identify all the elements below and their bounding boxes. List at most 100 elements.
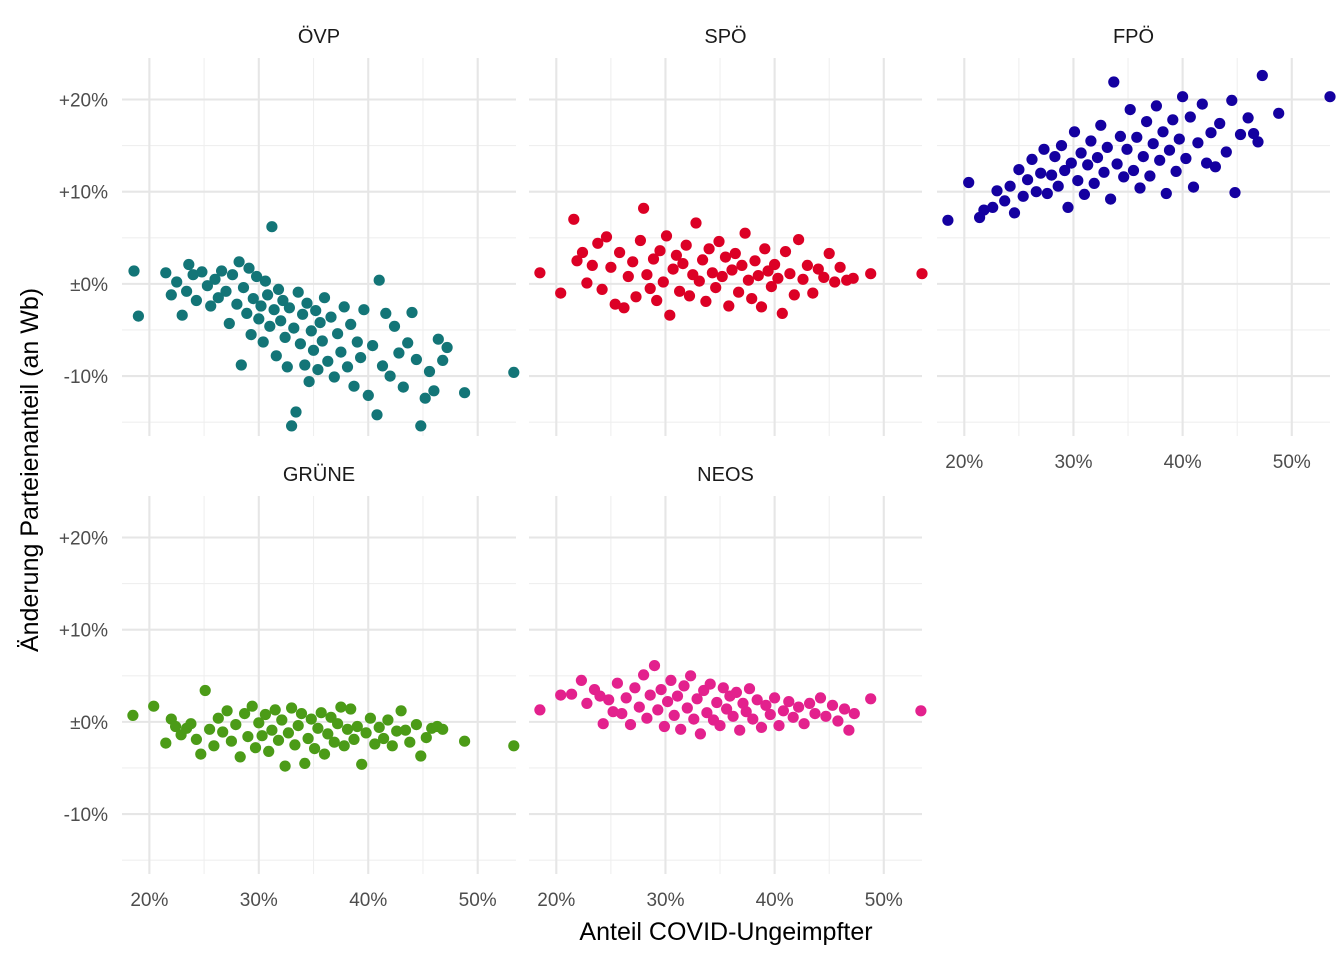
data-point xyxy=(315,707,327,719)
data-point xyxy=(1214,117,1226,130)
data-point xyxy=(747,713,759,725)
data-point xyxy=(987,201,999,213)
data-point xyxy=(793,701,805,713)
data-point xyxy=(245,329,257,341)
data-point xyxy=(769,258,781,271)
x-tick-label: 20% xyxy=(537,890,575,911)
data-point xyxy=(798,718,810,730)
data-point xyxy=(832,715,844,727)
data-point xyxy=(703,243,715,255)
data-point xyxy=(266,724,278,736)
data-point xyxy=(638,669,650,681)
data-point xyxy=(160,267,172,279)
data-point xyxy=(328,736,340,748)
y-tick-label: +10% xyxy=(59,621,108,642)
data-point xyxy=(292,286,304,298)
data-point xyxy=(743,683,756,695)
data-point xyxy=(307,344,320,356)
panel-spö: SPÖ xyxy=(529,26,928,436)
data-point xyxy=(678,680,690,692)
data-point xyxy=(1196,98,1208,110)
data-point xyxy=(309,743,321,755)
data-point xyxy=(733,286,745,298)
data-point xyxy=(655,684,667,696)
data-point xyxy=(290,406,302,418)
data-point xyxy=(382,714,394,726)
data-point xyxy=(603,694,615,706)
data-point xyxy=(187,269,199,281)
data-point xyxy=(769,692,781,704)
data-point xyxy=(302,732,314,745)
data-point xyxy=(668,709,680,722)
data-point xyxy=(759,243,771,255)
data-point xyxy=(294,338,306,350)
data-point xyxy=(348,380,360,392)
data-point xyxy=(704,678,716,690)
data-point xyxy=(1226,94,1238,106)
data-point xyxy=(255,300,267,312)
data-point xyxy=(1075,147,1087,159)
data-point xyxy=(793,234,805,246)
data-point xyxy=(322,355,334,367)
data-point xyxy=(237,282,250,294)
data-point xyxy=(652,704,664,716)
data-point xyxy=(282,727,294,739)
data-point xyxy=(773,720,785,732)
data-point xyxy=(723,300,735,312)
y-tick-label: +20% xyxy=(59,528,108,549)
data-point xyxy=(297,308,309,320)
data-point xyxy=(415,750,427,762)
data-point xyxy=(341,361,354,373)
data-point xyxy=(1072,175,1084,187)
data-point xyxy=(199,684,211,697)
data-point xyxy=(739,227,751,239)
data-point xyxy=(1154,154,1166,166)
data-point xyxy=(658,720,671,733)
data-point xyxy=(716,270,728,283)
data-point xyxy=(814,692,827,704)
data-point xyxy=(1035,167,1047,179)
data-point xyxy=(1252,136,1264,148)
data-point xyxy=(266,221,278,233)
data-point xyxy=(634,234,647,247)
data-point xyxy=(671,690,684,702)
data-point xyxy=(272,283,285,295)
data-point xyxy=(865,693,877,705)
data-point xyxy=(190,294,202,307)
data-point xyxy=(620,692,632,704)
data-point xyxy=(555,689,567,701)
data-point xyxy=(380,307,392,319)
data-point xyxy=(286,702,298,714)
data-point xyxy=(233,256,245,268)
data-point xyxy=(1177,91,1189,103)
data-point xyxy=(437,723,449,735)
data-point xyxy=(734,724,746,736)
facet-label: SPÖ xyxy=(704,26,746,48)
data-point xyxy=(1105,193,1117,205)
data-point xyxy=(242,731,254,743)
data-point xyxy=(1192,137,1204,149)
data-point xyxy=(1041,187,1053,200)
data-point xyxy=(338,301,350,313)
data-point xyxy=(662,696,674,708)
data-point xyxy=(784,268,796,280)
x-tick-label: 50% xyxy=(1273,452,1311,473)
data-point xyxy=(406,306,418,319)
data-point xyxy=(295,708,308,720)
data-point xyxy=(1229,187,1241,199)
data-point xyxy=(710,282,722,294)
data-point xyxy=(397,381,409,393)
data-point xyxy=(812,263,824,275)
data-point xyxy=(797,273,809,285)
data-point xyxy=(726,264,738,276)
data-point xyxy=(641,269,653,281)
data-point xyxy=(305,713,317,725)
data-point xyxy=(1273,107,1285,119)
data-point xyxy=(351,336,363,348)
data-point xyxy=(1234,128,1247,141)
data-point xyxy=(148,700,160,712)
x-tick-label: 50% xyxy=(865,890,903,911)
data-point xyxy=(226,269,239,281)
data-point xyxy=(341,723,354,735)
